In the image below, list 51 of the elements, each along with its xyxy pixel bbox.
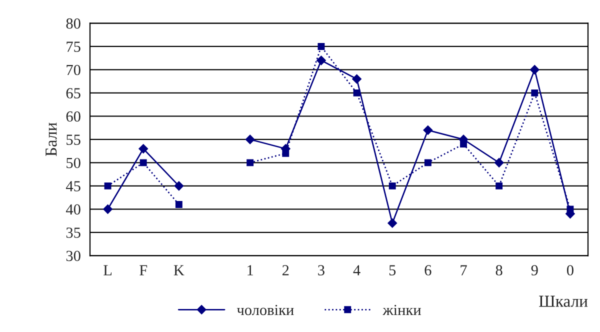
- y-tick-label: 60: [66, 111, 80, 122]
- point: [388, 218, 397, 228]
- point: [282, 150, 290, 157]
- point: [423, 126, 433, 135]
- x-tick-label: 4: [353, 265, 360, 276]
- point: [140, 159, 147, 166]
- x-tick-label: F: [140, 265, 148, 276]
- point: [138, 144, 148, 154]
- y-tick-label: 50: [66, 158, 80, 168]
- legend-label: жінки: [382, 304, 421, 315]
- point: [352, 74, 362, 84]
- x-axis-title: Шкали: [539, 296, 588, 307]
- point: [388, 182, 396, 190]
- y-tick-label: 80: [66, 18, 80, 29]
- y-tick-label: 40: [66, 204, 80, 215]
- x-tick-label: 1: [248, 265, 253, 276]
- point: [353, 89, 360, 96]
- point: [424, 159, 432, 166]
- point: [460, 140, 467, 148]
- y-tick-label: 45: [66, 181, 80, 192]
- point: [494, 158, 504, 168]
- y-tick-label: 35: [66, 228, 80, 238]
- point: [530, 65, 540, 74]
- y-tick-label: 75: [66, 42, 80, 52]
- point: [316, 56, 326, 66]
- x-tick-label: 9: [531, 265, 538, 276]
- point: [103, 204, 112, 214]
- point: [104, 182, 112, 190]
- y-axis-title: Бали: [46, 122, 57, 156]
- y-tick-label: 55: [66, 134, 80, 145]
- x-tick-label: 2: [282, 265, 289, 276]
- x-tick-label: L: [104, 265, 112, 276]
- point: [246, 159, 254, 166]
- point: [531, 89, 538, 96]
- x-tick-label: 3: [318, 265, 324, 276]
- x-tick-label: 0: [566, 265, 574, 276]
- x-tick-label: 5: [389, 265, 396, 276]
- x-tick-label: 6: [424, 265, 432, 276]
- point: [174, 181, 184, 191]
- x-tick-label: 8: [496, 265, 502, 276]
- y-tick-label: 30: [66, 250, 80, 262]
- y-tick-label: 70: [66, 64, 80, 76]
- x-tick-label: K: [174, 265, 184, 276]
- point: [496, 182, 503, 190]
- y-tick-label: 65: [66, 88, 80, 98]
- point: [566, 206, 574, 213]
- legend-label: чоловіки: [236, 304, 294, 316]
- x-tick-label: 7: [460, 265, 467, 276]
- point: [318, 43, 325, 50]
- point: [175, 201, 182, 208]
- point: [245, 134, 255, 144]
